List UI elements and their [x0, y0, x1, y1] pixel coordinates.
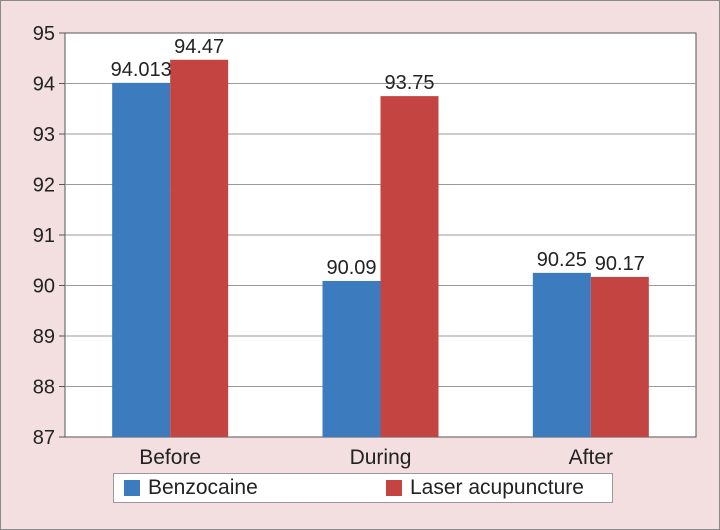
- y-tick-label: 95: [33, 23, 55, 45]
- legend-item-benzocaine: Benzocaine: [124, 474, 258, 502]
- y-axis: 87 88 89 90 91 92 93 94 95: [33, 23, 65, 449]
- bar-benzocaine-during: [322, 280, 381, 437]
- y-tick-label: 91: [33, 225, 55, 247]
- bar-benzocaine-before: [112, 82, 171, 437]
- legend-label-benzocaine: Benzocaine: [148, 476, 258, 499]
- data-label-laser-acupuncture-during: 93.75: [384, 72, 434, 94]
- y-tick-label: 92: [33, 175, 55, 197]
- legend-swatch-benzocaine: [124, 480, 140, 496]
- data-label-benzocaine-after: 90.25: [537, 249, 587, 271]
- y-tick-label: 93: [33, 124, 55, 146]
- data-label-benzocaine-before: 94.013: [111, 59, 172, 81]
- legend-swatch-laser-acupuncture: [386, 480, 402, 496]
- bar-benzocaine-after: [532, 272, 591, 437]
- data-label-benzocaine-during: 90.09: [326, 257, 376, 279]
- data-label-laser-acupuncture-after: 90.17: [595, 253, 645, 275]
- x-tick-label: Before: [139, 446, 201, 469]
- bar-laser-acupuncture-after: [590, 276, 649, 437]
- y-tick-label: 90: [33, 276, 55, 298]
- legend-item-laser-acupuncture: Laser acupuncture: [386, 474, 584, 502]
- y-tick-label: 88: [33, 377, 55, 399]
- y-tick-label: 94: [33, 74, 55, 96]
- y-tick-label: 89: [33, 326, 55, 348]
- legend-label-laser-acupuncture: Laser acupuncture: [410, 476, 584, 499]
- x-axis: Before During After: [139, 446, 613, 469]
- data-label-laser-acupuncture-before: 94.47: [174, 36, 224, 58]
- bar-laser-acupuncture-during: [380, 96, 439, 437]
- y-tick-label: 87: [33, 427, 55, 449]
- x-tick-label: During: [350, 446, 412, 469]
- bar-laser-acupuncture-before: [170, 59, 229, 437]
- legend: Benzocaine Laser acupuncture: [113, 473, 613, 503]
- x-tick-label: After: [569, 446, 613, 469]
- bars: [112, 59, 649, 437]
